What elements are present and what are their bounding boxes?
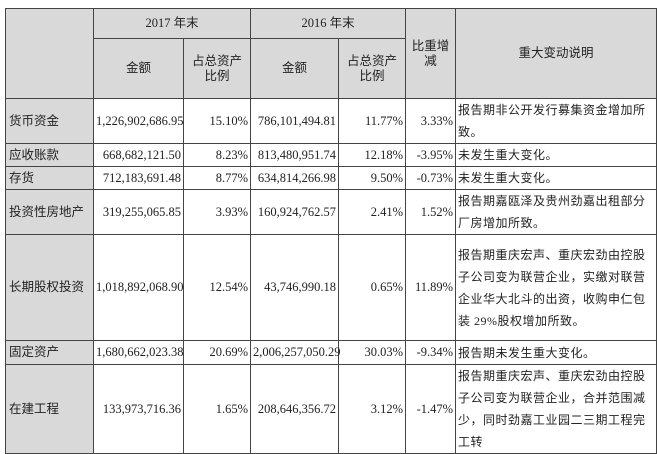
ratio-change: -1.47% <box>405 364 457 454</box>
header-amount-2017: 金额 <box>93 38 184 99</box>
ratio-change: -9.34% <box>405 340 457 365</box>
table-row: 固定资产 1,680,662,023.38 20.69% 2,006,257,050.… <box>5 340 658 365</box>
row-item: 长期股权投资 <box>5 234 94 341</box>
amount-2017: 1,226,902,686.95 <box>93 98 184 144</box>
header-description: 重大变动说明 <box>455 8 658 99</box>
amount-2017: 133,973,716.36 <box>93 364 184 454</box>
ratio-2016: 2.41% <box>338 189 407 235</box>
ratio-2016: 12.18% <box>338 143 407 167</box>
amount-2017: 668,682,121.50 <box>93 143 184 167</box>
header-item <box>5 8 94 99</box>
ratio-2016: 3.12% <box>338 364 407 454</box>
table-row: 投资性房地产 319,255,065.85 3.93% 160,924,762.57 2… <box>5 189 658 235</box>
row-item: 应收账款 <box>5 143 94 167</box>
change-description: 报告期嘉瓯泽及贵州劲嘉出租部分厂房增加所致。 <box>455 189 658 235</box>
amount-2016: 786,101,494.81 <box>250 98 340 144</box>
table-row: 存货 712,183,691.48 8.77% 634,814,266.98 9.50%… <box>5 166 658 190</box>
header-change: 比重增减 <box>405 8 457 99</box>
change-description: 未发生重大变化。 <box>455 143 658 167</box>
table-row: 货币资金 1,226,902,686.95 15.10% 786,101,494.81… <box>5 98 658 144</box>
amount-2017: 1,018,892,068.90 <box>93 234 184 341</box>
amount-2016: 160,924,762.57 <box>250 189 340 235</box>
row-item: 投资性房地产 <box>5 189 94 235</box>
amount-2017: 319,255,065.85 <box>93 189 184 235</box>
ratio-2016: 0.65% <box>338 234 407 341</box>
ratio-2017: 3.93% <box>182 189 252 235</box>
amount-2017: 712,183,691.48 <box>93 166 184 190</box>
change-description: 报告期未发生重大变化。 <box>455 340 658 365</box>
change-description: 报告期重庆宏声、重庆宏劲由控股子公司变为联营企业，合并范围减少，同时劲嘉工业园二… <box>455 364 658 454</box>
amount-2016: 634,814,266.98 <box>250 166 340 190</box>
header-amount-2016: 金额 <box>250 38 340 99</box>
ratio-2017: 20.69% <box>182 340 252 365</box>
row-item: 固定资产 <box>5 340 94 365</box>
header-2017: 2017 年末 <box>92 8 252 39</box>
ratio-2016: 30.03% <box>338 340 407 365</box>
row-item: 在建工程 <box>5 364 94 454</box>
change-description: 报告期重庆宏声、重庆宏劲由控股子公司变为联营企业，实缴对联营企业华大北斗的出资，… <box>455 234 658 341</box>
ratio-2017: 8.77% <box>182 166 252 190</box>
change-description: 未发生重大变化。 <box>455 166 658 190</box>
header-ratio-2016: 占总资产比例 <box>338 38 407 99</box>
balance-sheet-table: 2017 年末 2016 年末 比重增减 重大变动说明 金额 占总资产比例 金额… <box>5 8 658 454</box>
amount-2016: 2,006,257,050.29 <box>250 340 341 365</box>
ratio-2016: 9.50% <box>338 166 407 190</box>
ratio-change: -3.95% <box>405 143 457 167</box>
ratio-change: 11.89% <box>405 234 457 341</box>
amount-2016: 813,480,951.74 <box>250 143 340 167</box>
ratio-2017: 15.10% <box>182 98 252 144</box>
header-2016: 2016 年末 <box>250 8 407 39</box>
table-row: 应收账款 668,682,121.50 8.23% 813,480,951.74 12.… <box>5 143 658 167</box>
table-row: 长期股权投资 1,018,892,068.90 12.54% 43,746,990.1… <box>5 234 658 341</box>
row-item: 存货 <box>5 166 94 190</box>
amount-2017: 1,680,662,023.38 <box>93 340 184 365</box>
ratio-change: -0.73% <box>405 166 457 190</box>
ratio-change: 3.33% <box>405 98 457 144</box>
table-row: 在建工程 133,973,716.36 1.65% 208,646,356.72 3.1… <box>5 364 658 454</box>
row-item: 货币资金 <box>5 98 94 144</box>
amount-2016: 43,746,990.18 <box>250 234 340 341</box>
ratio-2017: 8.23% <box>182 143 252 167</box>
ratio-2017: 12.54% <box>182 234 252 341</box>
header-ratio-2017: 占总资产比例 <box>182 38 252 99</box>
amount-2016: 208,646,356.72 <box>250 364 340 454</box>
ratio-2016: 11.77% <box>338 98 407 144</box>
ratio-change: 1.52% <box>405 189 457 235</box>
ratio-2017: 1.65% <box>182 364 252 454</box>
change-description: 报告期非公开发行募集资金增加所致。 <box>455 98 658 144</box>
